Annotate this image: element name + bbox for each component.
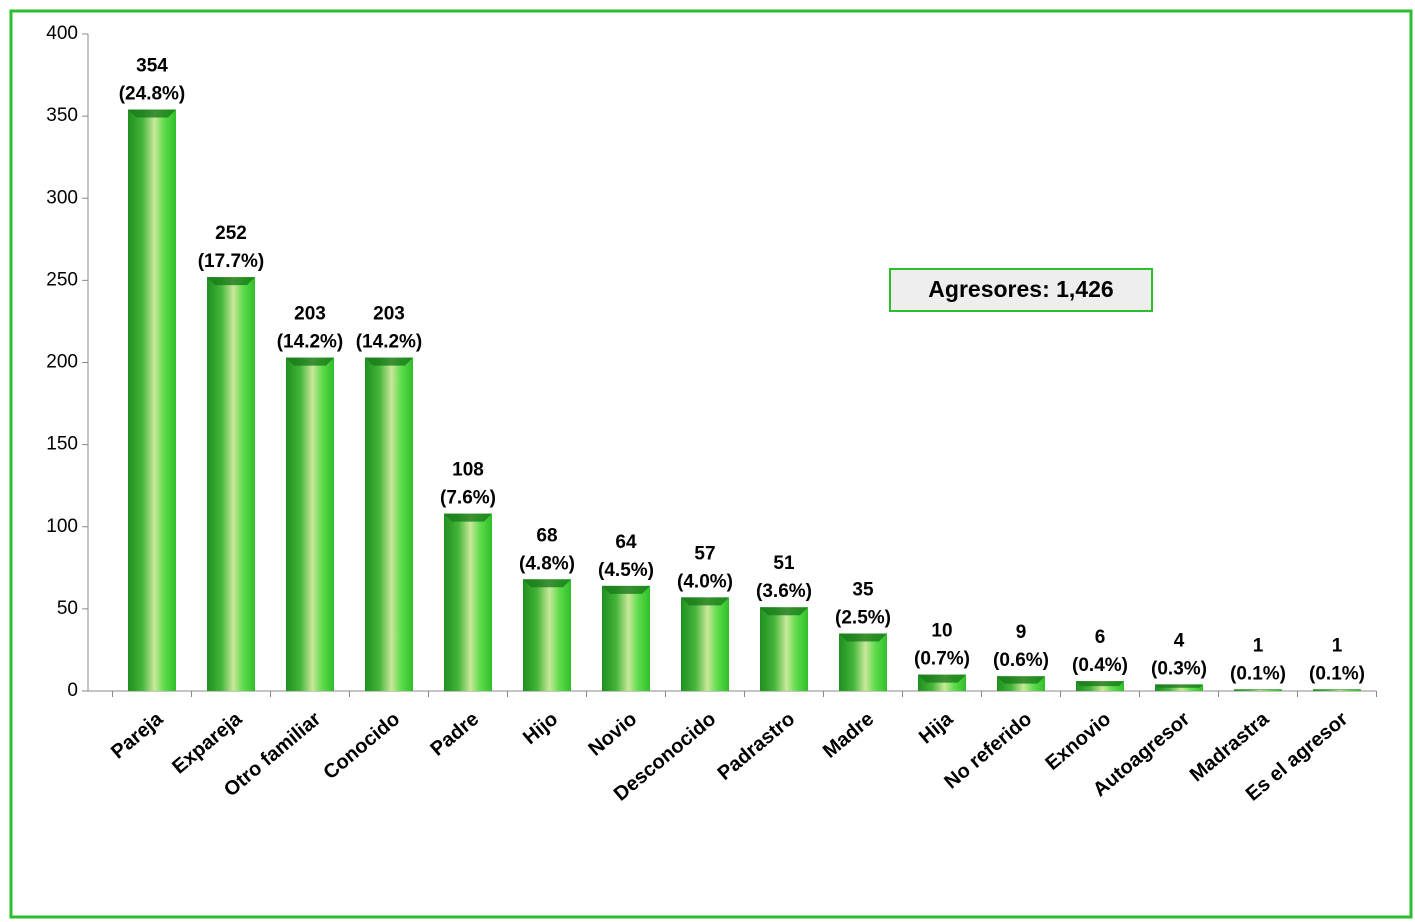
bar	[207, 277, 255, 691]
y-tick-label: 0	[67, 680, 78, 701]
bar-bevel	[602, 585, 650, 594]
bar-bevel	[997, 676, 1045, 684]
value-label: 108 (7.6%)	[440, 460, 496, 509]
bar-bevel	[1155, 684, 1203, 688]
value-label: 10 (0.7%)	[914, 621, 970, 670]
bar-bevel	[1313, 689, 1361, 691]
value-label: 354 (24.8%)	[119, 56, 186, 105]
bar	[760, 607, 808, 691]
value-label: 1 (0.1%)	[1309, 635, 1365, 684]
x-tick-label: Madre	[819, 708, 878, 763]
y-tick-label: 150	[46, 434, 78, 455]
bar-bevel	[681, 597, 729, 606]
bar	[444, 513, 492, 691]
x-tick-label: Expareja	[168, 707, 247, 778]
value-label: 6 (0.4%)	[1072, 627, 1128, 676]
y-tick-label: 200	[46, 352, 78, 373]
bar-bevel	[128, 109, 176, 118]
y-tick-label: 100	[46, 516, 78, 537]
x-tick-label: Pareja	[107, 707, 168, 763]
x-tick-label: Exnovio	[1041, 708, 1115, 775]
x-tick-label: Novio	[585, 708, 642, 761]
bar	[839, 633, 887, 691]
value-label: 203 (14.2%)	[277, 304, 344, 353]
bar	[365, 357, 413, 691]
bar	[128, 109, 176, 692]
value-label: 68 (4.8%)	[519, 525, 575, 574]
bar	[286, 357, 334, 691]
bar	[681, 597, 729, 691]
y-tick-label: 400	[46, 23, 78, 44]
x-tick-label: Hijo	[519, 708, 562, 749]
value-label: 64 (4.5%)	[598, 532, 654, 581]
bar-bevel	[918, 674, 966, 683]
value-label: 57 (4.0%)	[677, 543, 733, 592]
bar-bevel	[1234, 689, 1282, 691]
value-label: 9 (0.6%)	[993, 622, 1049, 671]
bar	[602, 585, 650, 691]
y-tick-label: 250	[46, 269, 78, 290]
x-tick-label: Conocido	[319, 708, 404, 784]
y-tick-label: 350	[46, 105, 78, 126]
bar-bevel	[286, 357, 334, 366]
bar-bevel	[444, 513, 492, 522]
value-label: 1 (0.1%)	[1230, 635, 1286, 684]
bar	[523, 579, 571, 691]
bar-bevel	[760, 607, 808, 616]
x-tick-label: Hija	[915, 707, 958, 748]
plot: 0 50 100 150 200 250 300 350 400 Pareja 354 (24.8%)…	[46, 23, 1377, 806]
frame	[9, 9, 1413, 919]
value-label: 35 (2.5%)	[835, 580, 891, 629]
value-label: 51 (3.6%)	[756, 553, 812, 602]
x-tick-label: No referido	[940, 708, 1036, 793]
annotation-box	[889, 268, 1153, 312]
annotation: Agresores: 1,426	[928, 276, 1113, 302]
bar-bevel	[839, 633, 887, 642]
y-tick-label: 50	[57, 598, 78, 619]
bar-bevel	[523, 579, 571, 588]
y-tick-label: 300	[46, 187, 78, 208]
value-label: 203 (14.2%)	[356, 304, 423, 353]
x-tick-label: Padrastro	[714, 708, 800, 785]
bar-bevel	[365, 357, 413, 366]
bar-bevel	[207, 277, 255, 286]
value-label: 4 (0.3%)	[1151, 630, 1207, 679]
value-label: 252 (17.7%)	[198, 223, 265, 272]
bar-bevel	[1076, 681, 1124, 687]
x-tick-label: Padre	[426, 708, 483, 761]
